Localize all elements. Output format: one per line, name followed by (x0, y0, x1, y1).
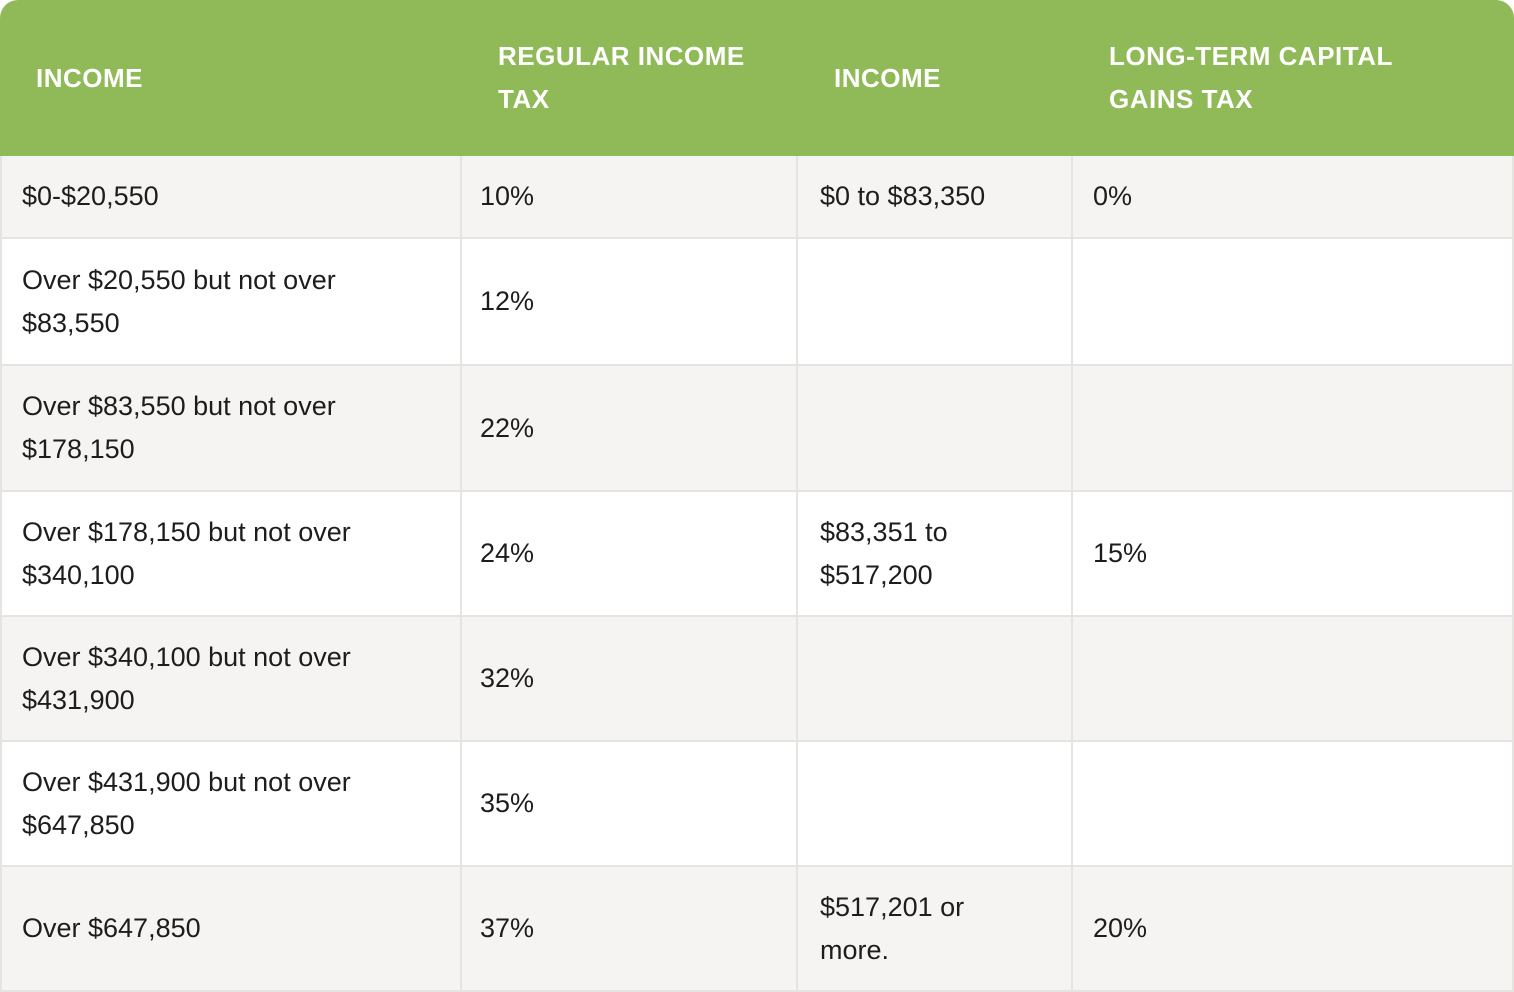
header-capital-gains-income: INCOME (798, 0, 1073, 156)
cell-lt-income: $0 to $83,350 (798, 156, 1073, 239)
cell-regular-tax: 10% (462, 156, 798, 239)
cell-income: Over $178,150 but not over $340,100 (0, 492, 462, 617)
cell-regular-tax: 37% (462, 867, 798, 992)
cell-lt-income (798, 239, 1073, 366)
table-row: Over $178,150 but not over $340,100 24% … (0, 492, 1514, 617)
table-row: Over $647,850 37% $517,201 or more. 20% (0, 867, 1514, 992)
cell-regular-tax: 22% (462, 366, 798, 492)
cell-lt-tax (1073, 742, 1514, 867)
header-income: INCOME (0, 0, 462, 156)
cell-lt-income (798, 366, 1073, 492)
cell-regular-tax: 32% (462, 617, 798, 742)
cell-income: Over $83,550 but not over $178,150 (0, 366, 462, 492)
cell-lt-tax (1073, 239, 1514, 366)
cell-income: Over $647,850 (0, 867, 462, 992)
cell-lt-tax (1073, 366, 1514, 492)
table-row: $0-$20,550 10% $0 to $83,350 0% (0, 156, 1514, 239)
cell-income: Over $340,100 but not over $431,900 (0, 617, 462, 742)
cell-income: Over $20,550 but not over $83,550 (0, 239, 462, 366)
table-header: INCOME REGULAR INCOME TAX INCOME LONG-TE… (0, 0, 1514, 156)
cell-lt-tax (1073, 617, 1514, 742)
cell-lt-tax: 20% (1073, 867, 1514, 992)
cell-lt-income (798, 742, 1073, 867)
header-regular-income-tax: REGULAR INCOME TAX (462, 0, 798, 156)
cell-lt-income: $83,351 to $517,200 (798, 492, 1073, 617)
cell-income: Over $431,900 but not over $647,850 (0, 742, 462, 867)
table-row: Over $83,550 but not over $178,150 22% (0, 366, 1514, 492)
header-row: INCOME REGULAR INCOME TAX INCOME LONG-TE… (0, 0, 1514, 156)
table-row: Over $20,550 but not over $83,550 12% (0, 239, 1514, 366)
table-row: Over $431,900 but not over $647,850 35% (0, 742, 1514, 867)
cell-regular-tax: 12% (462, 239, 798, 366)
cell-lt-tax: 15% (1073, 492, 1514, 617)
cell-lt-tax: 0% (1073, 156, 1514, 239)
header-long-term-capital-gains-tax: LONG-TERM CAPITAL GAINS TAX (1073, 0, 1514, 156)
cell-lt-income: $517,201 or more. (798, 867, 1073, 992)
cell-income: $0-$20,550 (0, 156, 462, 239)
cell-regular-tax: 35% (462, 742, 798, 867)
table-body: $0-$20,550 10% $0 to $83,350 0% Over $20… (0, 156, 1514, 992)
cell-lt-income (798, 617, 1073, 742)
cell-regular-tax: 24% (462, 492, 798, 617)
table-row: Over $340,100 but not over $431,900 32% (0, 617, 1514, 742)
